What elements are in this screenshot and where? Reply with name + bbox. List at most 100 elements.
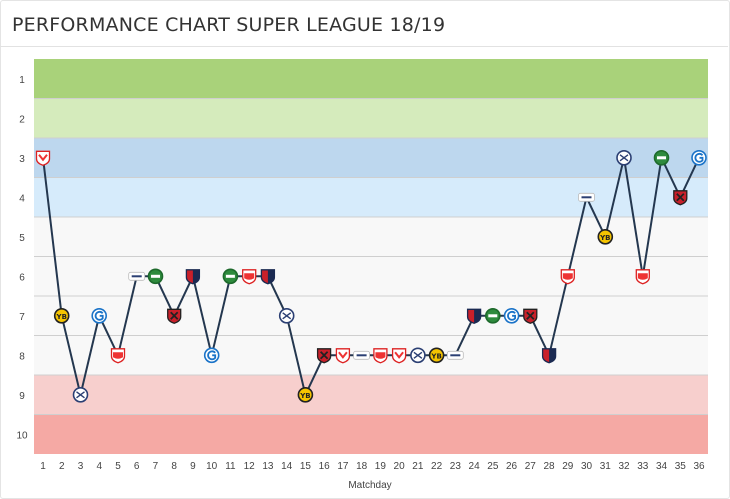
x-tick-label: 36 (693, 461, 705, 472)
rank-bands (34, 59, 708, 454)
title-divider (0, 46, 728, 47)
x-tick-label: 21 (412, 461, 424, 472)
x-tick-label: 5 (115, 461, 121, 472)
sion-crest-icon (110, 348, 126, 364)
svg-text:YB: YB (55, 313, 66, 321)
x-tick-label: 17 (337, 461, 349, 472)
rank-band-9 (34, 375, 708, 415)
x-tick-label: 9 (190, 461, 196, 472)
y-tick-label: 10 (16, 430, 28, 441)
x-tick-label: 18 (356, 461, 368, 472)
rank-band-7 (34, 296, 708, 336)
svg-text:YB: YB (430, 352, 441, 360)
y-tick-label: 5 (19, 233, 25, 244)
x-tick-label: 25 (487, 461, 499, 472)
x-tick-label: 34 (656, 461, 668, 472)
page-title: PERFORMANCE CHART SUPER LEAGUE 18/19 (12, 14, 446, 36)
x-tick-label: 22 (431, 461, 443, 472)
x-axis-labels: 1 2 3 4 5 6 7 8 9 10 11 12 13 14 15 16 17 18 19 20 21 22 23 24 2… (40, 461, 705, 472)
x-tick-label: 3 (78, 461, 84, 472)
y-tick-label: 7 (19, 312, 25, 323)
x-tick-label: 8 (171, 461, 177, 472)
lugano-crest-icon (578, 192, 595, 202)
xamax-crest-icon (523, 308, 538, 324)
y-tick-label: 2 (19, 114, 25, 125)
st-gallen-crest-icon (653, 150, 670, 166)
y-tick-label: 4 (19, 193, 25, 204)
x-tick-label: 12 (244, 461, 256, 472)
basel-crest-icon (185, 269, 201, 285)
xamax-crest-icon (316, 348, 332, 364)
x-tick-label: 29 (562, 461, 574, 472)
x-tick-label: 28 (543, 461, 555, 472)
zurich-crest-icon (72, 386, 89, 403)
sion-crest-icon (560, 269, 575, 285)
x-tick-label: 2 (59, 461, 65, 472)
x-tick-label: 26 (506, 461, 518, 472)
x-tick-label: 32 (618, 461, 630, 472)
x-tick-label: 31 (600, 461, 612, 472)
lugano-crest-icon (128, 271, 146, 281)
y-axis-labels: 1 2 3 4 5 6 7 8 9 10 (16, 75, 28, 442)
thun-crest-icon (35, 150, 51, 166)
lugano-crest-icon (353, 350, 371, 360)
grasshoppers-crest-icon (203, 347, 220, 364)
rank-band-10 (34, 414, 708, 454)
rank-band-2 (34, 98, 708, 138)
grasshoppers-crest-icon (91, 307, 107, 324)
st-gallen-crest-icon (484, 307, 501, 324)
x-tick-label: 27 (525, 461, 537, 472)
sion-crest-icon (373, 348, 388, 364)
basel-crest-icon (260, 269, 276, 285)
x-tick-label: 4 (96, 461, 102, 472)
x-tick-label: 15 (300, 461, 312, 472)
thun-crest-icon (391, 348, 407, 364)
x-tick-label: 19 (375, 461, 387, 472)
y-tick-label: 6 (19, 272, 25, 283)
x-tick-label: 20 (394, 461, 406, 472)
x-tick-label: 7 (153, 461, 159, 472)
grasshoppers-crest-icon (503, 307, 520, 324)
st-gallen-crest-icon (222, 268, 239, 285)
sion-crest-icon (635, 269, 650, 285)
x-tick-label: 33 (637, 461, 649, 472)
young-boys-crest-icon: YB (297, 386, 314, 403)
svg-text:YB: YB (299, 392, 310, 400)
x-tick-label: 30 (581, 461, 593, 472)
x-tick-label: 6 (134, 461, 140, 472)
thun-crest-icon (335, 348, 351, 364)
x-tick-label: 24 (469, 461, 481, 472)
young-boys-crest-icon: YB (53, 307, 70, 324)
st-gallen-crest-icon (147, 268, 164, 285)
grasshoppers-crest-icon (691, 150, 707, 166)
x-tick-label: 23 (450, 461, 462, 472)
x-tick-label: 10 (206, 461, 218, 472)
x-tick-label: 16 (319, 461, 331, 472)
zurich-crest-icon (410, 347, 426, 364)
y-tick-label: 3 (19, 154, 25, 165)
basel-crest-icon (466, 308, 482, 324)
x-tick-label: 35 (675, 461, 687, 472)
zurich-crest-icon (278, 307, 295, 324)
x-axis-title: Matchday (348, 480, 391, 491)
sion-crest-icon (242, 269, 257, 285)
y-tick-label: 1 (19, 75, 25, 86)
xamax-crest-icon (167, 308, 182, 324)
young-boys-crest-icon: YB (597, 229, 614, 245)
x-tick-label: 1 (40, 461, 46, 472)
young-boys-crest-icon: YB (428, 347, 445, 364)
y-tick-label: 9 (19, 391, 25, 402)
x-tick-label: 11 (225, 461, 236, 472)
rank-band-4 (34, 177, 708, 217)
xamax-crest-icon (673, 190, 688, 206)
zurich-crest-icon (616, 150, 632, 166)
x-tick-label: 14 (281, 461, 293, 472)
y-tick-label: 8 (19, 351, 25, 362)
series-markers: YB YB YB YB (35, 150, 707, 403)
basel-crest-icon (541, 348, 557, 364)
x-tick-label: 13 (262, 461, 274, 472)
lugano-crest-icon (446, 350, 464, 360)
svg-text:YB: YB (599, 234, 610, 242)
rank-band-3 (34, 138, 708, 178)
